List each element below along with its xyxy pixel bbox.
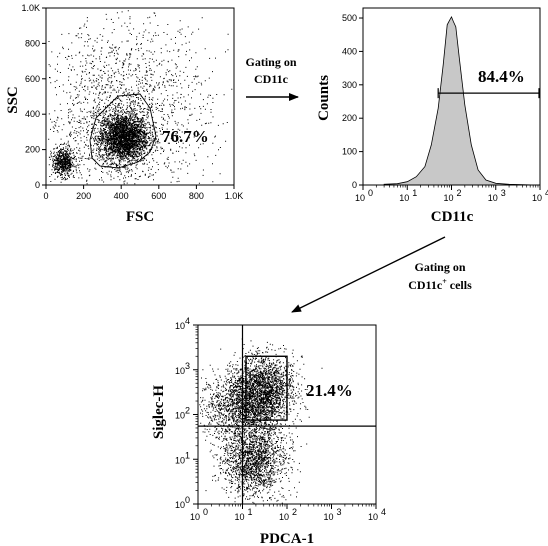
p3-scatter-points (199, 338, 323, 504)
p2-x-tick-exponent: 2 (457, 188, 462, 198)
p1-x-axis-title: FSC (126, 209, 154, 225)
p3-y-tick-label: 10 (175, 500, 185, 510)
p2-y-tick-label: 100 (342, 147, 357, 157)
p1-ticks: 0 200 400 600 800 1.0K 0 200 400 600 800 1.0K (21, 3, 243, 201)
p1-frame (45, 7, 235, 186)
p1-gate-polygon (89, 93, 157, 169)
p2-y-tick-label: 0 (352, 180, 357, 190)
p2-y-axis-title: Counts (316, 75, 332, 121)
p2-histogram-area (383, 15, 536, 186)
p3-x-tick-exponent: 2 (292, 507, 297, 517)
step2-text-line2: CD11c+ cells (408, 277, 472, 292)
p1-y-axis-title: SSC (5, 86, 21, 114)
p2-y-tick-label: 500 (342, 13, 357, 23)
step-arrow-2: Gating on CD11c+ cells (291, 236, 472, 313)
p1-gate-label: 76.7% (162, 127, 209, 146)
p3-x-tick-exponent: 0 (203, 507, 208, 517)
p3-x-axis-title: PDCA-1 (260, 531, 314, 546)
panel-fsc-ssc: 0 200 400 600 800 1.0K 0 200 400 600 800 1.0K 76.7%… (5, 3, 243, 225)
p3-x-tick-exponent: 3 (337, 507, 342, 517)
p2-x-tick-label: 10 (355, 193, 365, 203)
p3-x-tick-label: 10 (279, 512, 289, 522)
p2-x-tick-label: 10 (443, 193, 453, 203)
p1-x-tick-label: 200 (76, 191, 91, 201)
p2-x-tick-label: 10 (399, 193, 409, 203)
p2-x-tick-exponent: 0 (368, 188, 373, 198)
p3-y-tick-label: 10 (175, 455, 185, 465)
p3-y-axis-title: Siglec-H (151, 385, 167, 439)
p3-x-tick-label: 10 (234, 512, 244, 522)
p1-y-tick-label: 1.0K (21, 3, 40, 13)
p1-y-tick-label: 0 (35, 180, 40, 190)
p3-x-tick-label: 10 (368, 512, 378, 522)
p1-y-tick-label: 400 (25, 109, 40, 119)
p2-x-tick-exponent: 3 (501, 188, 506, 198)
p3-y-tick-label: 10 (175, 411, 185, 421)
p3-y-tick-exponent: 3 (185, 361, 190, 371)
step-arrow-1: Gating on CD11c (245, 55, 299, 101)
p2-y-tick-label: 400 (342, 46, 357, 56)
p1-y-tick-label: 600 (25, 74, 40, 84)
panel-pdca1-siglech: 10 0 10 1 10 2 10 3 10 410 010 110 210 310 4 21.4% PDC… (151, 316, 386, 546)
p3-y-tick-exponent: 1 (185, 450, 190, 460)
p1-scatter-points (48, 10, 233, 185)
p2-x-tick-label: 10 (488, 193, 498, 203)
p3-y-tick-exponent: 4 (185, 316, 190, 326)
p1-x-tick-label: 600 (151, 191, 166, 201)
p3-dot-cloud (199, 338, 323, 504)
p1-y-tick-label: 200 (25, 145, 40, 155)
p3-y-tick-exponent: 0 (185, 495, 190, 505)
step2-text-sup: + (442, 277, 447, 286)
p3-y-tick-label: 10 (175, 366, 185, 376)
p3-y-tick-exponent: 2 (185, 406, 190, 416)
p1-x-tick-label: 400 (114, 191, 129, 201)
p1-x-tick-label: 800 (189, 191, 204, 201)
step2-text-line1: Gating on (414, 260, 465, 274)
step2-text-main: CD11c (408, 278, 443, 292)
p2-x-axis-title: CD11c (431, 209, 474, 225)
p1-x-tick-label: 1.0K (225, 191, 244, 201)
p3-x-tick-label: 10 (323, 512, 333, 522)
p3-gate-box (245, 355, 288, 421)
p3-x-tick-label: 10 (190, 512, 200, 522)
p2-y-tick-label: 200 (342, 113, 357, 123)
step2-arrow-line (291, 236, 446, 313)
p3-x-tick-exponent: 4 (381, 507, 386, 517)
p1-dot-cloud (48, 10, 233, 185)
p2-gate-label: 84.4% (478, 67, 525, 86)
p3-x-tick-exponent: 1 (248, 507, 253, 517)
p2-y-tick-label: 300 (342, 80, 357, 90)
p2-x-tick-exponent: 4 (545, 188, 548, 198)
p2-x-tick-label: 10 (532, 193, 542, 203)
step1-text-line1: Gating on (245, 55, 296, 69)
p1-y-tick-label: 800 (25, 38, 40, 48)
p3-y-tick-label: 10 (175, 321, 185, 331)
step2-text-rest: cells (447, 278, 472, 292)
p1-x-tick-label: 0 (43, 191, 48, 201)
p3-gate-label: 21.4% (306, 381, 353, 400)
step1-text-line2: CD11c (254, 72, 289, 86)
p3-ticks: 10 0 10 1 10 2 10 3 10 410 010 110 210 310 4 (175, 316, 386, 522)
p2-x-tick-exponent: 1 (412, 188, 417, 198)
